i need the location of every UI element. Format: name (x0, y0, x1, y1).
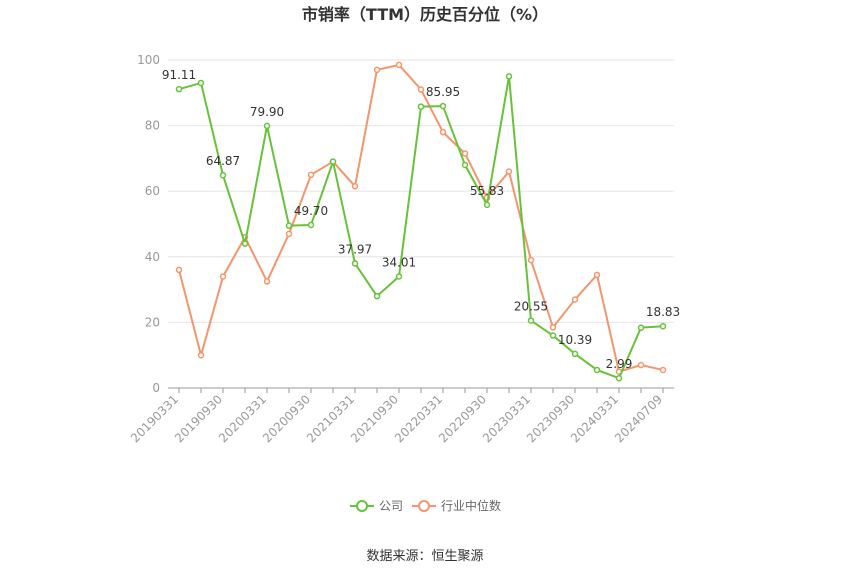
axes: 0204060801002019033120190930202003312020… (128, 53, 674, 445)
data-label: 18.83 (646, 305, 680, 319)
data-label: 20.55 (514, 300, 548, 314)
y-tick-label: 100 (137, 53, 160, 67)
data-point[interactable] (175, 85, 183, 93)
data-point[interactable] (461, 161, 469, 169)
data-label: 37.97 (338, 242, 372, 256)
data-label: 10.39 (558, 333, 592, 347)
y-tick-label: 80 (145, 119, 160, 133)
data-point[interactable] (637, 324, 645, 331)
data-point[interactable] (263, 122, 271, 130)
data-point[interactable] (527, 317, 535, 324)
data-point[interactable] (307, 171, 315, 179)
data-label: 49.70 (294, 204, 328, 218)
data-point[interactable] (527, 256, 535, 264)
legend-item-company[interactable]: 公司 (350, 499, 403, 513)
data-label: 79.90 (250, 105, 284, 119)
data-point[interactable] (549, 324, 557, 331)
series-layer (175, 61, 667, 382)
data-point[interactable] (571, 296, 579, 303)
chart-title: 市销率（TTM）历史百分位（%） (302, 5, 548, 24)
data-label: 91.11 (162, 68, 196, 82)
source-note: 数据来源：恒生聚源 (366, 549, 483, 564)
data-point[interactable] (263, 278, 271, 285)
y-tick-label: 40 (145, 250, 160, 264)
data-point[interactable] (439, 128, 447, 136)
grid (168, 59, 674, 323)
legend[interactable]: 公司 行业中位数 (350, 498, 501, 513)
data-point[interactable] (593, 271, 601, 279)
legend-label: 行业中位数 (441, 498, 501, 513)
data-label: 64.87 (206, 154, 240, 168)
data-point[interactable] (395, 61, 403, 69)
x-tick-label: 20240709 (612, 392, 665, 445)
data-point[interactable] (439, 102, 447, 110)
data-point[interactable] (219, 273, 227, 280)
data-point[interactable] (351, 260, 359, 267)
y-tick-label: 60 (145, 184, 160, 198)
data-point[interactable] (505, 168, 513, 175)
data-point[interactable] (549, 332, 557, 339)
data-point[interactable] (417, 86, 425, 93)
legend-label: 公司 (379, 499, 403, 513)
data-label: 55.83 (470, 184, 504, 198)
data-point[interactable] (351, 183, 359, 190)
data-point[interactable] (197, 351, 205, 359)
y-tick-label: 20 (145, 315, 160, 329)
data-point[interactable] (659, 322, 667, 330)
data-point[interactable] (659, 366, 667, 374)
data-labels: 91.11 64.87 79.90 49.70 37.97 34.01 85.95 55.83… (162, 68, 680, 371)
data-label: 85.95 (426, 85, 460, 99)
data-point[interactable] (219, 171, 227, 179)
data-point[interactable] (593, 366, 601, 374)
data-point[interactable] (571, 350, 579, 358)
data-point[interactable] (461, 150, 469, 157)
data-point[interactable] (241, 240, 249, 247)
data-point[interactable] (175, 266, 183, 274)
data-point[interactable] (197, 79, 205, 87)
data-point[interactable] (285, 222, 293, 229)
legend-item-industry-median[interactable]: 行业中位数 (412, 498, 501, 513)
data-point[interactable] (483, 201, 491, 209)
y-tick-label: 0 (152, 381, 160, 395)
data-point[interactable] (637, 361, 645, 369)
legend-marker (418, 500, 430, 512)
data-point[interactable] (395, 273, 403, 280)
data-label: 34.01 (382, 255, 416, 269)
data-point[interactable] (373, 66, 381, 74)
data-point[interactable] (505, 73, 513, 80)
data-point[interactable] (615, 374, 623, 382)
data-point[interactable] (307, 221, 315, 229)
data-point[interactable] (373, 292, 381, 300)
data-label: 2.99 (606, 357, 633, 371)
data-point[interactable] (329, 158, 337, 165)
data-point[interactable] (417, 103, 425, 110)
data-point[interactable] (285, 230, 293, 238)
legend-marker (356, 500, 368, 512)
